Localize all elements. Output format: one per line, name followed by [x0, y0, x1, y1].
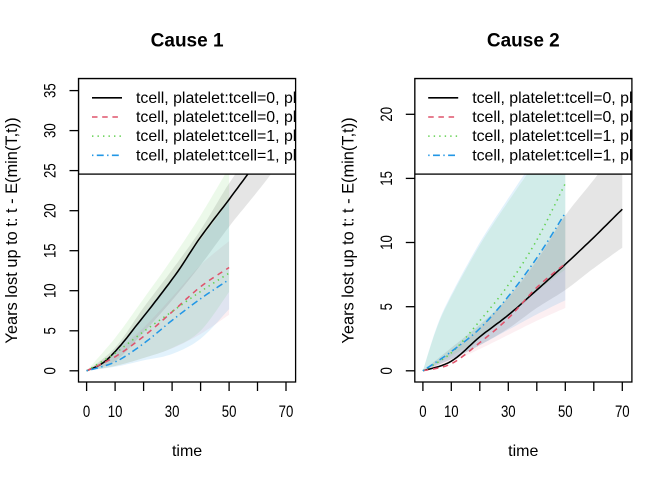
svg-text:tcell, platelet:tcell=0, plate: tcell, platelet:tcell=0, platelet: [136, 90, 336, 107]
svg-text:0: 0: [419, 403, 426, 422]
svg-text:70: 70: [615, 403, 630, 422]
svg-text:tcell, platelet:tcell=1, plate: tcell, platelet:tcell=1, platelet: [136, 128, 336, 145]
svg-text:5: 5: [377, 303, 396, 310]
svg-text:0: 0: [41, 367, 60, 374]
svg-text:0: 0: [377, 367, 396, 374]
svg-text:Cause 1: Cause 1: [151, 31, 224, 52]
svg-text:0: 0: [83, 403, 90, 422]
svg-text:tcell, platelet:tcell=0, plate: tcell, platelet:tcell=0, platelet: [472, 109, 672, 126]
svg-text:20: 20: [377, 107, 396, 122]
svg-text:time: time: [172, 443, 202, 460]
svg-text:30: 30: [501, 403, 516, 422]
svg-text:15: 15: [41, 243, 60, 258]
svg-text:tcell, platelet:tcell=1, plate: tcell, platelet:tcell=1, platelet: [472, 147, 672, 164]
svg-text:10: 10: [377, 235, 396, 250]
svg-text:tcell, platelet:tcell=0, plate: tcell, platelet:tcell=0, platelet: [136, 109, 336, 126]
svg-text:20: 20: [41, 203, 60, 218]
svg-text:Cause 2: Cause 2: [487, 31, 560, 52]
svg-text:10: 10: [444, 403, 459, 422]
svg-text:35: 35: [41, 83, 60, 98]
svg-text:25: 25: [41, 163, 60, 178]
svg-text:70: 70: [279, 403, 294, 422]
svg-text:Years lost up to t: t - E(min(: Years lost up to t: t - E(min(T,t)): [339, 117, 357, 343]
svg-text:30: 30: [41, 123, 60, 138]
svg-text:tcell, platelet:tcell=1, plate: tcell, platelet:tcell=1, platelet: [136, 147, 336, 164]
svg-text:tcell, platelet:tcell=0, plate: tcell, platelet:tcell=0, platelet: [472, 90, 672, 107]
svg-text:5: 5: [41, 327, 60, 334]
svg-text:Years lost up to t: t - E(min(: Years lost up to t: t - E(min(T,t)): [3, 117, 21, 343]
svg-text:10: 10: [108, 403, 123, 422]
svg-text:time: time: [508, 443, 538, 460]
svg-text:50: 50: [558, 403, 573, 422]
svg-text:15: 15: [377, 171, 396, 186]
svg-text:50: 50: [222, 403, 237, 422]
svg-text:tcell, platelet:tcell=1, plate: tcell, platelet:tcell=1, platelet: [472, 128, 672, 145]
svg-text:30: 30: [165, 403, 180, 422]
svg-text:10: 10: [41, 283, 60, 298]
